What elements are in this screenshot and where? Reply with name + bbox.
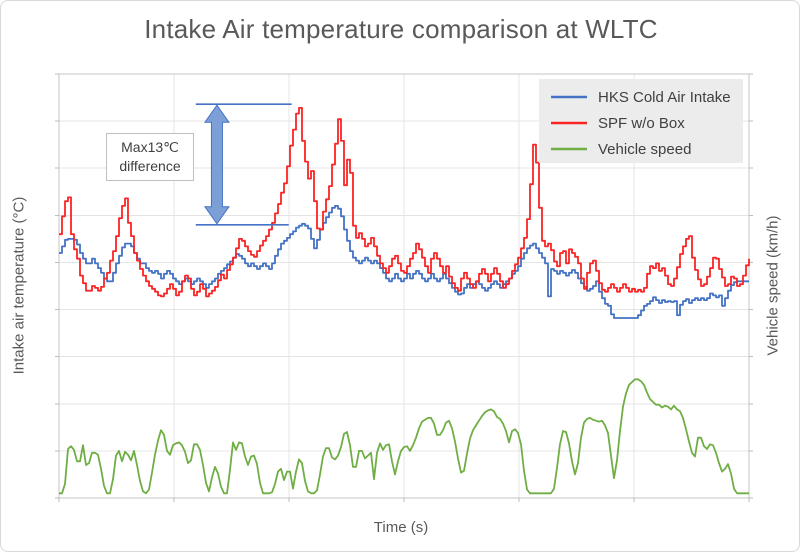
chart-title: Intake Air temperature comparison at WLT…	[144, 14, 658, 44]
y-axis-label-right: Vehicle speed (km/h)	[764, 215, 782, 356]
legend-label-speed: Vehicle speed	[598, 140, 692, 158]
series-line-spf-w-o-box	[59, 107, 750, 298]
legend-line-sample-red	[551, 121, 587, 125]
y-axis-label-left: Intake air temperature (°C)	[10, 196, 28, 375]
annotation-text-box: Max13℃ difference	[106, 133, 194, 181]
legend-item-hks: HKS Cold Air Intake	[551, 84, 743, 110]
annotation-group	[195, 103, 292, 226]
legend: HKS Cold Air Intake SPF w/o Box Vehicle …	[539, 79, 743, 163]
legend-item-spf: SPF w/o Box	[551, 110, 743, 136]
legend-line-sample-blue	[551, 95, 587, 99]
legend-item-speed: Vehicle speed	[551, 136, 743, 162]
axis-ticks	[55, 73, 753, 502]
x-axis-label: Time (s)	[373, 519, 429, 536]
legend-label-hks: HKS Cold Air Intake	[598, 88, 731, 106]
annotation-line1: Max13℃	[121, 139, 179, 156]
annotation-line2: difference	[119, 158, 181, 174]
legend-label-spf: SPF w/o Box	[598, 114, 685, 132]
double-arrow-icon	[203, 104, 230, 225]
legend-line-sample-green	[551, 147, 587, 151]
series-line-vehicle-speed	[59, 378, 749, 495]
series-lines	[59, 107, 750, 495]
series-line-hks-cold-air-intake	[59, 205, 749, 319]
